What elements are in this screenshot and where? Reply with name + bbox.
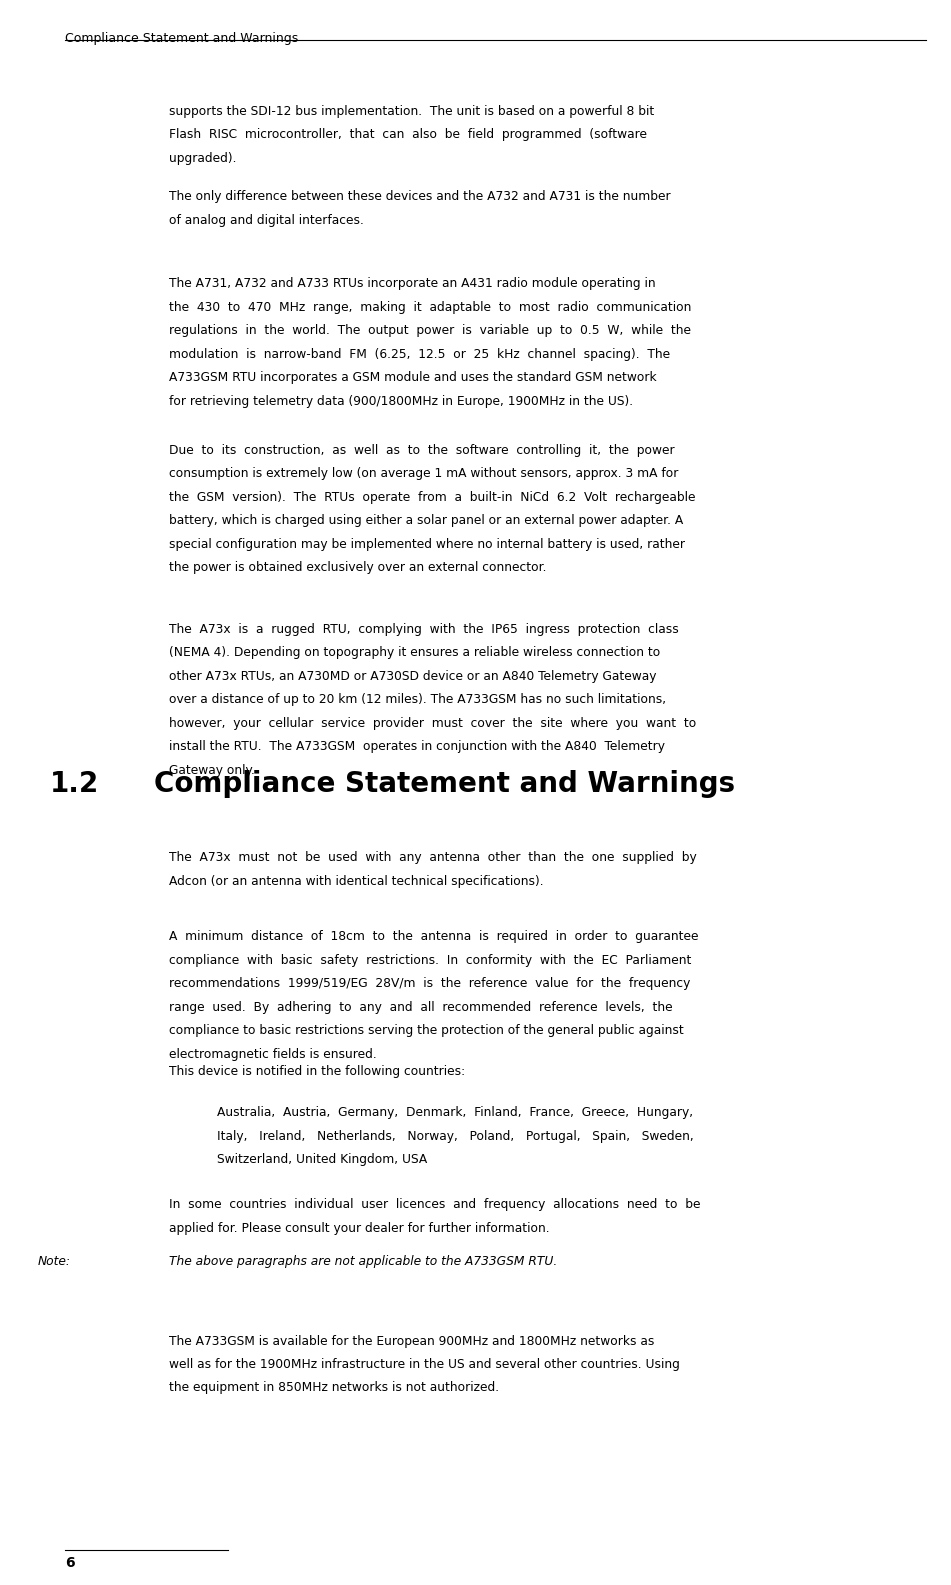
Text: Adcon (or an antenna with identical technical specifications).: Adcon (or an antenna with identical tech… — [169, 875, 544, 888]
Text: (NEMA 4). Depending on topography it ensures a reliable wireless connection to: (NEMA 4). Depending on topography it ens… — [169, 647, 661, 659]
Text: Italy,   Ireland,   Netherlands,   Norway,   Poland,   Portugal,   Spain,   Swed: Italy, Ireland, Netherlands, Norway, Pol… — [217, 1130, 693, 1143]
Text: 6: 6 — [65, 1556, 74, 1571]
Text: The A733GSM is available for the European 900MHz and 1800MHz networks as: The A733GSM is available for the Europea… — [169, 1335, 654, 1347]
Text: electromagnetic fields is ensured.: electromagnetic fields is ensured. — [169, 1048, 377, 1060]
Text: for retrieving telemetry data (900/1800MHz in Europe, 1900MHz in the US).: for retrieving telemetry data (900/1800M… — [169, 395, 633, 407]
Text: Compliance Statement and Warnings: Compliance Statement and Warnings — [65, 32, 298, 44]
Text: Compliance Statement and Warnings: Compliance Statement and Warnings — [154, 770, 735, 799]
Text: range  used.  By  adhering  to  any  and  all  recommended  reference  levels,  : range used. By adhering to any and all r… — [169, 1000, 673, 1014]
Text: A  minimum  distance  of  18cm  to  the  antenna  is  required  in  order  to  g: A minimum distance of 18cm to the antenn… — [169, 930, 699, 943]
Text: over a distance of up to 20 km (12 miles). The A733GSM has no such limitations,: over a distance of up to 20 km (12 miles… — [169, 693, 667, 707]
Text: the equipment in 850MHz networks is not authorized.: the equipment in 850MHz networks is not … — [169, 1382, 499, 1395]
Text: The only difference between these devices and the A732 and A731 is the number: The only difference between these device… — [169, 190, 670, 203]
Text: the power is obtained exclusively over an external connector.: the power is obtained exclusively over a… — [169, 561, 547, 574]
Text: other A73x RTUs, an A730MD or A730SD device or an A840 Telemetry Gateway: other A73x RTUs, an A730MD or A730SD dev… — [169, 670, 657, 683]
Text: well as for the 1900MHz infrastructure in the US and several other countries. Us: well as for the 1900MHz infrastructure i… — [169, 1358, 680, 1371]
Text: the  GSM  version).  The  RTUs  operate  from  a  built-in  NiCd  6.2  Volt  rec: the GSM version). The RTUs operate from … — [169, 491, 696, 504]
Text: consumption is extremely low (on average 1 mA without sensors, approx. 3 mA for: consumption is extremely low (on average… — [169, 468, 679, 480]
Text: recommendations  1999/519/EG  28V/m  is  the  reference  value  for  the  freque: recommendations 1999/519/EG 28V/m is the… — [169, 978, 690, 991]
Text: 1.2: 1.2 — [49, 770, 99, 799]
Text: The A731, A732 and A733 RTUs incorporate an A431 radio module operating in: The A731, A732 and A733 RTUs incorporate… — [169, 277, 656, 290]
Text: however,  your  cellular  service  provider  must  cover  the  site  where  you : however, your cellular service provider … — [169, 716, 696, 729]
Text: This device is notified in the following countries:: This device is notified in the following… — [169, 1065, 465, 1078]
Text: The above paragraphs are not applicable to the A733GSM RTU.: The above paragraphs are not applicable … — [169, 1255, 557, 1268]
Text: Due  to  its  construction,  as  well  as  to  the  software  controlling  it,  : Due to its construction, as well as to t… — [169, 444, 675, 456]
Text: of analog and digital interfaces.: of analog and digital interfaces. — [169, 214, 364, 227]
Text: applied for. Please consult your dealer for further information.: applied for. Please consult your dealer … — [169, 1222, 550, 1235]
Text: The  A73x  must  not  be  used  with  any  antenna  other  than  the  one  suppl: The A73x must not be used with any anten… — [169, 851, 697, 864]
Text: In  some  countries  individual  user  licences  and  frequency  allocations  ne: In some countries individual user licenc… — [169, 1198, 701, 1211]
Text: compliance  with  basic  safety  restrictions.  In  conformity  with  the  EC  P: compliance with basic safety restriction… — [169, 954, 691, 967]
Text: regulations  in  the  world.  The  output  power  is  variable  up  to  0.5  W, : regulations in the world. The output pow… — [169, 325, 691, 338]
Text: install the RTU.  The A733GSM  operates in conjunction with the A840  Telemetry: install the RTU. The A733GSM operates in… — [169, 740, 666, 753]
Text: The  A73x  is  a  rugged  RTU,  complying  with  the  IP65  ingress  protection : The A73x is a rugged RTU, complying with… — [169, 623, 679, 636]
Text: Gateway only.: Gateway only. — [169, 764, 255, 777]
Text: Australia,  Austria,  Germany,  Denmark,  Finland,  France,  Greece,  Hungary,: Australia, Austria, Germany, Denmark, Fi… — [217, 1106, 693, 1119]
Text: Note:: Note: — [38, 1255, 71, 1268]
Text: special configuration may be implemented where no internal battery is used, rath: special configuration may be implemented… — [169, 537, 686, 550]
Text: supports the SDI-12 bus implementation.  The unit is based on a powerful 8 bit: supports the SDI-12 bus implementation. … — [169, 105, 654, 117]
Text: the  430  to  470  MHz  range,  making  it  adaptable  to  most  radio  communic: the 430 to 470 MHz range, making it adap… — [169, 301, 691, 314]
Text: upgraded).: upgraded). — [169, 152, 237, 165]
Text: A733GSM RTU incorporates a GSM module and uses the standard GSM network: A733GSM RTU incorporates a GSM module an… — [169, 371, 657, 384]
Text: Switzerland, United Kingdom, USA: Switzerland, United Kingdom, USA — [217, 1154, 427, 1167]
Text: Flash  RISC  microcontroller,  that  can  also  be  field  programmed  (software: Flash RISC microcontroller, that can als… — [169, 128, 648, 141]
Text: compliance to basic restrictions serving the protection of the general public ag: compliance to basic restrictions serving… — [169, 1024, 684, 1037]
Text: battery, which is charged using either a solar panel or an external power adapte: battery, which is charged using either a… — [169, 514, 684, 528]
Text: modulation  is  narrow-band  FM  (6.25,  12.5  or  25  kHz  channel  spacing).  : modulation is narrow-band FM (6.25, 12.5… — [169, 347, 670, 361]
